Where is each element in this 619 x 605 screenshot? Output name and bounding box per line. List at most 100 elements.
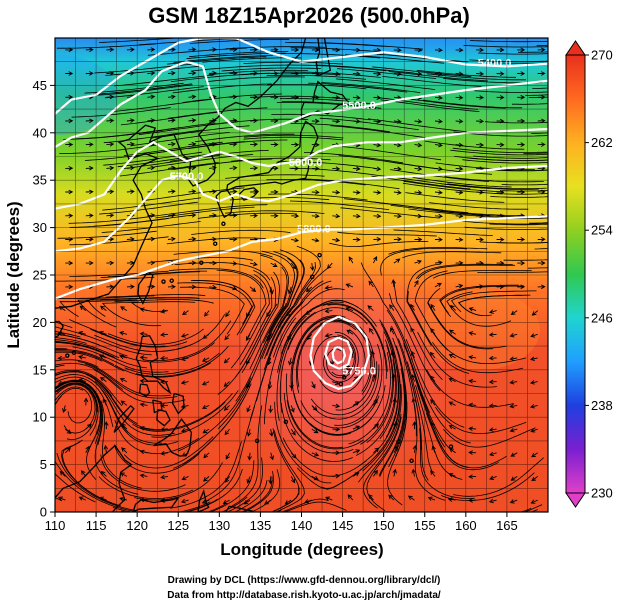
wind-vector <box>414 119 423 124</box>
streamline <box>441 472 535 501</box>
wind-vector <box>268 405 273 414</box>
wind-vector <box>209 70 217 76</box>
wind-vector <box>304 310 313 315</box>
wind-vector <box>450 304 456 311</box>
wind-vector <box>188 118 197 123</box>
warm-anomaly-east <box>420 290 540 370</box>
streamline <box>103 151 203 166</box>
wind-vector <box>389 304 395 311</box>
streamline <box>414 404 446 501</box>
streamline <box>173 55 273 63</box>
wind-vector <box>468 307 477 312</box>
wind-vector <box>393 47 402 53</box>
wind-vector <box>65 71 74 76</box>
x-tick-label: 115 <box>86 518 107 533</box>
wind-vector <box>289 381 294 390</box>
wind-vector <box>270 189 279 195</box>
wind-vector <box>243 499 251 505</box>
streamline <box>285 373 344 449</box>
wind-vector <box>370 350 375 358</box>
wind-vector <box>147 236 156 242</box>
streamline <box>286 64 386 72</box>
wind-vector <box>181 427 189 433</box>
streamline <box>231 405 263 507</box>
colorbar-tick-label: 230 <box>591 486 613 501</box>
streamline <box>119 342 215 363</box>
wind-vector <box>246 381 251 389</box>
wind-vector <box>57 355 66 361</box>
coast-honshu <box>226 120 319 192</box>
wind-vector <box>430 351 436 359</box>
wind-vector <box>65 142 74 147</box>
wind-vector <box>468 498 477 503</box>
streamline <box>432 341 524 374</box>
wind-vector <box>489 451 497 457</box>
contour-label: 5750.0 <box>342 366 376 378</box>
streamline <box>523 504 543 512</box>
wind-vector <box>332 95 341 100</box>
wind-vector <box>332 403 341 409</box>
streamline <box>297 321 357 388</box>
wind-vector <box>412 444 418 453</box>
wind-vector <box>126 118 135 123</box>
wind-vector <box>225 310 230 318</box>
wind-vector <box>268 476 273 485</box>
wind-vector <box>311 452 320 457</box>
wind-vector <box>431 445 436 453</box>
wind-vector <box>434 166 443 172</box>
wind-vector <box>537 189 546 195</box>
wind-vector <box>537 284 546 290</box>
wind-vector <box>99 496 107 501</box>
streamline <box>474 90 548 93</box>
streamline <box>508 217 548 219</box>
wind-vector <box>393 119 402 124</box>
streamline <box>289 167 389 178</box>
streamline <box>142 320 232 362</box>
streamline <box>310 361 378 416</box>
wind-vector <box>434 260 443 265</box>
streamline <box>190 64 291 72</box>
wind-vector <box>106 213 115 218</box>
streamline <box>241 476 273 512</box>
wind-vector <box>225 452 230 460</box>
streamline <box>429 202 529 210</box>
streamline <box>501 169 548 171</box>
x-axis-label: Longitude (degrees) <box>220 540 383 559</box>
streamline <box>489 223 548 226</box>
streamline <box>286 400 364 450</box>
streamline <box>402 182 503 195</box>
wind-vector <box>311 189 320 195</box>
wind-vector <box>250 165 259 171</box>
wind-vector <box>410 327 415 335</box>
streamline <box>419 428 475 499</box>
wind-vector <box>324 308 333 314</box>
wind-vector <box>126 165 135 171</box>
wind-vector <box>476 213 485 219</box>
wind-vector <box>139 425 148 431</box>
wind-vector <box>285 310 292 317</box>
wind-vector <box>488 427 497 432</box>
streamline <box>225 210 325 214</box>
wind-vector <box>126 141 135 147</box>
streamline <box>408 368 429 481</box>
streamline <box>439 183 539 190</box>
colorbar-max-cap <box>565 40 586 56</box>
wind-vector <box>270 47 279 53</box>
wind-vector <box>496 118 505 124</box>
wind-vector <box>447 497 456 502</box>
wind-vector <box>57 380 66 386</box>
streamline <box>100 454 186 492</box>
streamline <box>107 328 204 345</box>
streamline <box>55 369 123 407</box>
wind-vector <box>160 427 169 432</box>
contour-label: 5600.0 <box>289 157 323 169</box>
wind-vector <box>269 429 274 437</box>
wind-vector <box>393 71 402 77</box>
streamline <box>99 201 199 215</box>
contour-5800 <box>55 215 548 300</box>
streamline <box>101 301 162 327</box>
wind-vector <box>368 327 374 335</box>
wind-vector <box>139 378 148 384</box>
streamline <box>403 180 503 193</box>
wind-vector <box>509 379 518 385</box>
